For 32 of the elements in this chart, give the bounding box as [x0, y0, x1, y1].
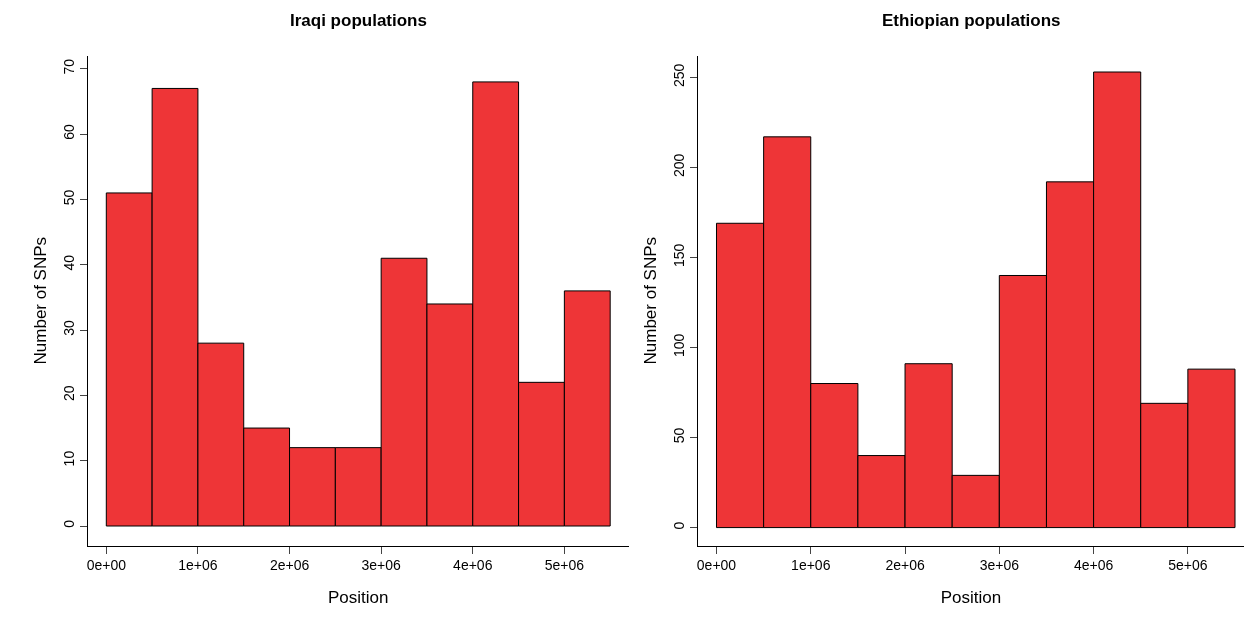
y-tick-label: 200 [671, 153, 688, 178]
y-tick-label: 20 [61, 385, 78, 402]
x-tick-label: 2e+06 [269, 557, 310, 574]
y-tick-label: 40 [61, 254, 78, 271]
x-tick-label: 4e+06 [453, 557, 493, 574]
x-tick-label: 1e+06 [791, 557, 831, 574]
x-tick-label: 2e+06 [885, 557, 925, 574]
chart-title: Ethiopian populations [882, 11, 1061, 30]
y-axis-title: Number of SNPs [30, 236, 50, 365]
y-tick-label: 0 [671, 521, 688, 530]
x-tick-label: 5e+06 [1168, 557, 1208, 574]
x-tick-label: 0e+00 [696, 557, 737, 574]
y-tick-label: 50 [61, 189, 78, 206]
x-tick-label: 3e+06 [361, 557, 402, 574]
x-tick-label: 1e+06 [178, 557, 218, 574]
x-tick-label: 3e+06 [979, 557, 1020, 574]
chart-title: Iraqi populations [290, 11, 427, 30]
y-tick-label: 60 [61, 124, 78, 140]
y-tick-label: 30 [61, 319, 78, 336]
x-axis-title: Position [940, 587, 1002, 607]
y-tick-label: 250 [671, 63, 688, 87]
y-tick-label: 0 [61, 519, 78, 528]
x-tick-label: 5e+06 [544, 557, 585, 574]
y-tick-label: 50 [671, 427, 688, 444]
y-tick-label: 70 [61, 58, 78, 75]
y-tick-label: 10 [61, 450, 78, 467]
y-axis-title: Number of SNPs [640, 236, 660, 365]
x-axis-title: Position [328, 587, 389, 607]
y-tick-label: 100 [671, 333, 688, 358]
x-tick-label: 0e+00 [86, 557, 127, 574]
x-tick-label: 4e+06 [1073, 557, 1114, 574]
y-tick-label: 150 [671, 243, 688, 268]
